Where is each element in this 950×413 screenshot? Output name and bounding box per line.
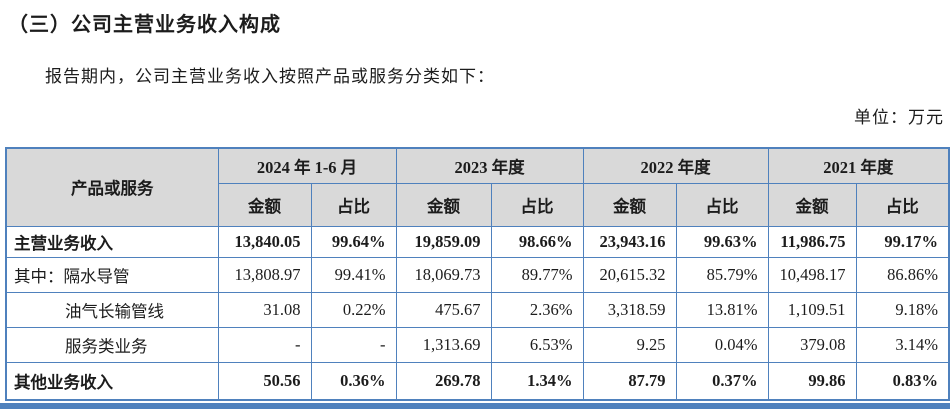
row-label: 油气长输管线 — [5, 291, 219, 328]
column-header-product: 产品或服务 — [5, 147, 219, 227]
amount-cell: 13,808.97 — [217, 256, 312, 293]
amount-cell: 10,498.17 — [767, 256, 857, 293]
amount-cell: 11,986.75 — [767, 225, 857, 258]
table-row: 服务类业务 - -1,313.69 6.53% 9.25 0.04% 379.08 3.14% — [5, 326, 950, 363]
ratio-cell: 99.64% — [310, 225, 397, 258]
column-header-period-2022: 2022 年度 — [582, 147, 769, 184]
amount-cell: 31.08 — [217, 291, 312, 328]
column-header-amount: 金额 — [395, 182, 492, 227]
ratio-cell: 99.63% — [675, 225, 769, 258]
amount-cell: 99.86 — [767, 361, 857, 401]
amount-cell: 18,069.73 — [395, 256, 492, 293]
ratio-cell: 99.17% — [855, 225, 950, 258]
column-header-amount: 金额 — [217, 182, 312, 227]
amount-cell: 50.56 — [217, 361, 312, 401]
revenue-composition-table: 产品或服务 2024 年 1-6 月 2023 年度 2022 年度 2021 … — [5, 147, 950, 401]
amount-cell: 20,615.32 — [582, 256, 677, 293]
ratio-cell: 99.41% — [310, 256, 397, 293]
column-header-amount: 金额 — [582, 182, 677, 227]
ratio-cell: 85.79% — [675, 256, 769, 293]
table-bottom-rule — [0, 403, 950, 409]
amount-cell: 19,859.09 — [395, 225, 492, 258]
ratio-cell: 0.36% — [310, 361, 397, 401]
column-header-period-2023: 2023 年度 — [395, 147, 584, 184]
table-row: 其他业务收入 50.56 0.36% 269.78 1.34% 87.79 0.37% 99.… — [5, 361, 950, 401]
column-header-period-2024: 2024 年 1-6 月 — [217, 147, 397, 184]
ratio-cell: 6.53% — [490, 326, 584, 363]
column-header-ratio: 占比 — [490, 182, 584, 227]
table-row: 主营业务收入 13,840.05 99.64% 19,859.09 98.66% 23,9… — [5, 225, 950, 258]
ratio-cell: 1.34% — [490, 361, 584, 401]
table-row: 其中：隔水导管 13,808.97 99.41% 18,069.73 89.77% 20,… — [5, 256, 950, 293]
intro-paragraph: 报告期内，公司主营业务收入按照产品或服务分类如下： — [45, 67, 495, 86]
row-label: 其中：隔水导管 — [5, 256, 219, 293]
header-row-metrics: 金额 占比 金额 占比 金额 占比 金额 占比 — [6, 182, 950, 227]
row-label: 主营业务收入 — [5, 225, 219, 258]
amount-cell: 1,313.69 — [395, 326, 492, 363]
header-row-periods: 产品或服务 2024 年 1-6 月 2023 年度 2022 年度 2021 … — [5, 147, 950, 227]
column-header-ratio: 占比 — [675, 182, 769, 227]
section-title: （三）公司主营业务收入构成 — [8, 14, 281, 36]
ratio-cell: 0.22% — [310, 291, 397, 328]
ratio-cell: 9.18% — [855, 291, 950, 328]
ratio-cell: - — [310, 326, 397, 363]
amount-cell: 3,318.59 — [582, 291, 677, 328]
ratio-cell: 89.77% — [490, 256, 584, 293]
ratio-cell: 3.14% — [855, 326, 950, 363]
amount-cell: - — [217, 326, 312, 363]
amount-cell: 23,943.16 — [582, 225, 677, 258]
ratio-cell: 86.86% — [855, 256, 950, 293]
ratio-cell: 2.36% — [490, 291, 584, 328]
ratio-cell: 0.37% — [675, 361, 769, 401]
unit-label: 单位：万元 — [854, 108, 944, 127]
amount-cell: 475.67 — [395, 291, 492, 328]
amount-cell: 13,840.05 — [217, 225, 312, 258]
table-header: 产品或服务 2024 年 1-6 月 2023 年度 2022 年度 2021 … — [5, 147, 950, 227]
amount-cell: 9.25 — [582, 326, 677, 363]
row-label: 其他业务收入 — [5, 361, 219, 401]
amount-cell: 379.08 — [767, 326, 857, 363]
ratio-cell: 0.04% — [675, 326, 769, 363]
amount-cell: 269.78 — [395, 361, 492, 401]
column-header-amount: 金额 — [767, 182, 857, 227]
amount-cell: 87.79 — [582, 361, 677, 401]
ratio-cell: 0.83% — [855, 361, 950, 401]
ratio-cell: 98.66% — [490, 225, 584, 258]
column-header-ratio: 占比 — [855, 182, 950, 227]
amount-cell: 1,109.51 — [767, 291, 857, 328]
ratio-cell: 13.81% — [675, 291, 769, 328]
table-row: 油气长输管线 31.08 0.22% 475.67 2.36% 3,318.59 13.81… — [5, 291, 950, 328]
revenue-table-body: 主营业务收入 13,840.05 99.64% 19,859.09 98.66% 23,9… — [5, 225, 950, 401]
column-header-period-2021: 2021 年度 — [767, 147, 950, 184]
row-label: 服务类业务 — [5, 326, 219, 363]
column-header-ratio: 占比 — [310, 182, 397, 227]
